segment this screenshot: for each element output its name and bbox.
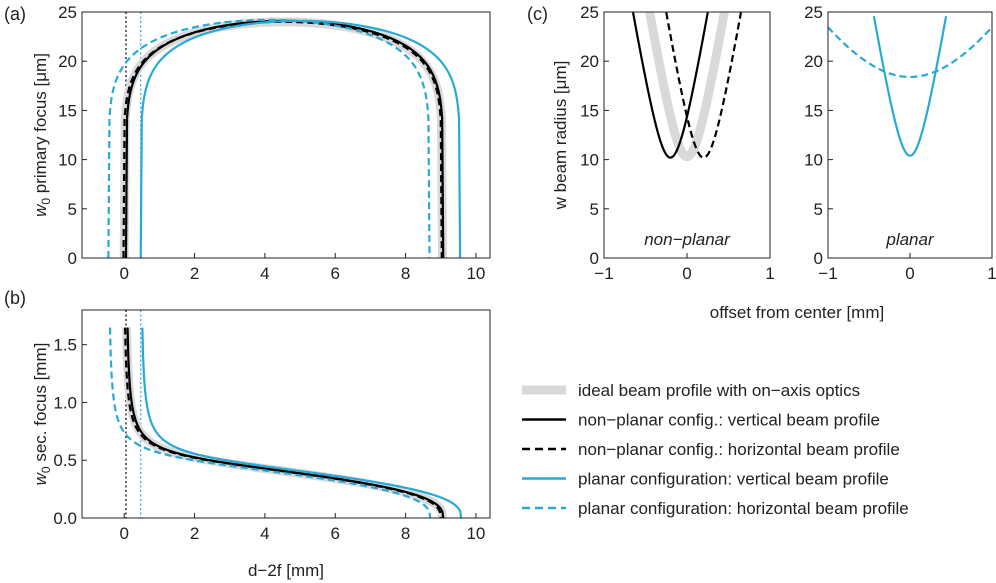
plot-frame bbox=[81, 11, 491, 259]
y-tick-label: 0 bbox=[814, 249, 823, 268]
series-planar-horizontal bbox=[107, 18, 431, 259]
series-planar-vertical bbox=[872, 16, 948, 157]
x-tick-label: 0 bbox=[682, 264, 691, 283]
y-tick-label: 0.5 bbox=[53, 451, 77, 470]
y-tick-label: 0 bbox=[590, 249, 599, 268]
legend-label: ideal beam profile with on−axis optics bbox=[578, 381, 860, 400]
x-axis-label: d−2f [mm] bbox=[248, 561, 324, 580]
y-tick-label: 5 bbox=[68, 200, 77, 219]
y-tick-label: 1.0 bbox=[53, 393, 77, 412]
y-tick-label: 15 bbox=[804, 101, 823, 120]
x-tick-label: 4 bbox=[260, 264, 269, 283]
series-planar-horizontal bbox=[108, 327, 432, 519]
panel-subtitle: planar bbox=[885, 230, 935, 249]
series-nonplanar-horizontal bbox=[665, 12, 743, 159]
plot-frame bbox=[827, 11, 993, 259]
y-tick-label: 10 bbox=[804, 151, 823, 170]
panel-label: (a) bbox=[4, 4, 26, 24]
x-tick-label: 0 bbox=[905, 264, 914, 283]
x-tick-label: 8 bbox=[401, 264, 410, 283]
panel-b: 0 2 4 6 8 10 0.0 0.5 1.0 1.5 (b) w0 sec. focus [mm]… bbox=[4, 288, 491, 580]
panel-label: (b) bbox=[4, 288, 26, 308]
y-tick-label: 10 bbox=[58, 151, 77, 170]
legend-label: non−planar config.: vertical beam profil… bbox=[578, 411, 880, 430]
y-axis-label: w0 sec. focus [mm] bbox=[31, 343, 53, 486]
x-tick-label: −1 bbox=[818, 264, 837, 283]
series-nonplanar-vertical bbox=[631, 12, 709, 159]
y-axis-label: w beam radius [μm] bbox=[551, 61, 570, 211]
series-nonplanar-vertical bbox=[124, 19, 445, 259]
x-tick-label: 10 bbox=[466, 264, 485, 283]
y-tick-label: 15 bbox=[58, 101, 77, 120]
plot-frame bbox=[81, 309, 491, 519]
series-nonplanar-horizontal bbox=[122, 20, 443, 259]
x-tick-label: 2 bbox=[190, 264, 199, 283]
panel-label: (c) bbox=[527, 4, 548, 24]
x-tick-label: 6 bbox=[331, 264, 340, 283]
legend-label: planar configuration: horizontal beam pr… bbox=[578, 499, 909, 518]
y-tick-label: 25 bbox=[580, 3, 599, 22]
y-tick-label: 5 bbox=[814, 200, 823, 219]
plot-frame bbox=[603, 11, 771, 259]
x-tick-label: 8 bbox=[401, 524, 410, 543]
y-tick-label: 5 bbox=[590, 200, 599, 219]
x-tick-label: 2 bbox=[190, 524, 199, 543]
y-tick-label: 25 bbox=[804, 3, 823, 22]
x-tick-label: 0 bbox=[119, 264, 128, 283]
x-axis-label: offset from center [mm] bbox=[710, 303, 884, 322]
panel-subtitle: non−planar bbox=[644, 230, 731, 249]
y-axis-label: w0 primary focus [μm] bbox=[31, 53, 53, 217]
legend-label: non−planar config.: horizontal beam prof… bbox=[578, 440, 900, 459]
x-tick-label: 10 bbox=[466, 524, 485, 543]
y-tick-label: 20 bbox=[804, 52, 823, 71]
x-tick-label: 0 bbox=[119, 524, 128, 543]
series-ideal bbox=[645, 11, 729, 162]
x-tick-label: 1 bbox=[765, 264, 774, 283]
x-tick-label: 1 bbox=[987, 264, 996, 283]
series-planar-horizontal bbox=[827, 26, 993, 79]
panel-a: 0 2 4 6 8 10 0 5 10 15 20 25 (a) w0 primary focus [μm… bbox=[4, 3, 491, 283]
x-tick-label: 4 bbox=[260, 524, 269, 543]
legend: ideal beam profile with on−axis optics no… bbox=[522, 381, 909, 518]
y-tick-label: 0 bbox=[68, 249, 77, 268]
series-ideal bbox=[119, 17, 448, 259]
legend-label: planar configuration: vertical beam prof… bbox=[578, 470, 889, 489]
y-tick-label: 15 bbox=[580, 101, 599, 120]
y-tick-label: 10 bbox=[580, 151, 599, 170]
series-nonplanar-vertical bbox=[126, 327, 445, 519]
y-tick-label: 20 bbox=[58, 52, 77, 71]
y-tick-label: 0.0 bbox=[53, 509, 77, 528]
x-tick-label: 6 bbox=[331, 524, 340, 543]
y-tick-label: 25 bbox=[58, 3, 77, 22]
x-tick-label: −1 bbox=[594, 264, 613, 283]
series-planar-vertical bbox=[139, 19, 462, 259]
y-tick-label: 1.5 bbox=[53, 336, 77, 355]
series-planar-vertical bbox=[141, 327, 463, 519]
y-tick-label: 20 bbox=[580, 52, 599, 71]
